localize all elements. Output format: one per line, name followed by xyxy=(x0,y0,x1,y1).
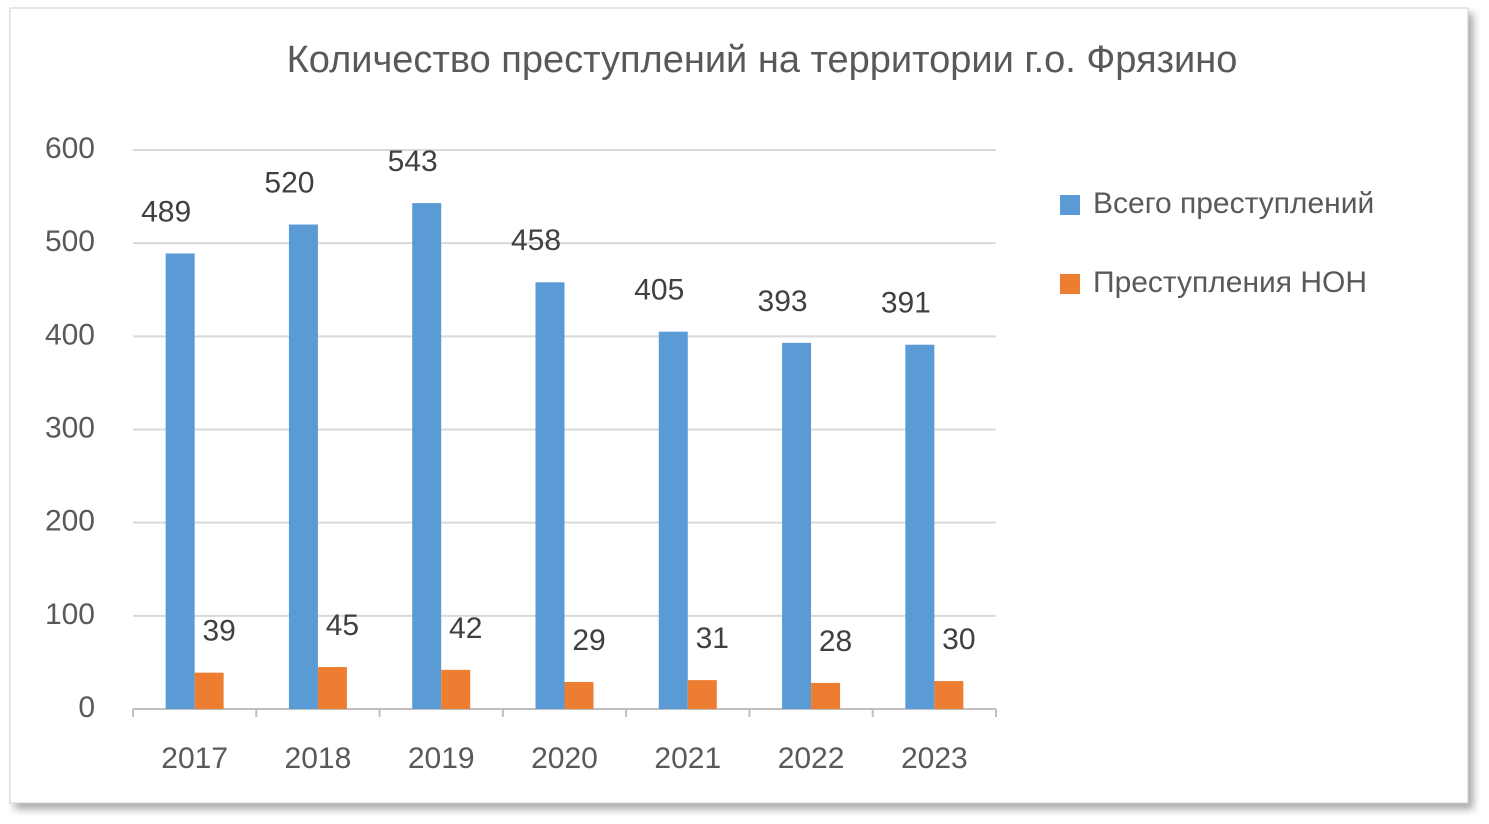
value-label: 391 xyxy=(881,287,931,320)
legend-swatch xyxy=(1060,195,1080,215)
legend-swatch xyxy=(1060,274,1080,294)
value-label: 405 xyxy=(634,274,684,307)
bar xyxy=(288,224,318,710)
bar xyxy=(934,681,964,709)
bar xyxy=(165,253,195,710)
x-tick-label: 2023 xyxy=(901,742,968,775)
bar xyxy=(194,672,224,709)
bar xyxy=(412,203,442,710)
value-label: 458 xyxy=(511,224,561,257)
value-label: 489 xyxy=(141,195,191,228)
value-label: 520 xyxy=(264,166,314,199)
bar xyxy=(905,344,935,709)
value-label: 28 xyxy=(819,625,852,658)
bar xyxy=(782,342,812,709)
x-tick-label: 2018 xyxy=(285,742,352,775)
y-tick-label: 600 xyxy=(45,132,95,165)
value-label: 543 xyxy=(388,145,438,178)
bar xyxy=(564,681,594,709)
bar xyxy=(811,682,841,709)
y-tick-label: 500 xyxy=(45,225,95,258)
value-label: 42 xyxy=(449,612,482,645)
bar xyxy=(687,680,717,709)
x-tick-label: 2021 xyxy=(654,742,721,775)
y-tick-label: 400 xyxy=(45,318,95,351)
x-tick-label: 2020 xyxy=(531,742,598,775)
chart-title: Количество преступлений на территории г.… xyxy=(287,39,1238,81)
legend-label: Всего преступлений xyxy=(1093,187,1374,220)
y-tick-label: 300 xyxy=(45,411,95,444)
y-tick-label: 0 xyxy=(78,691,95,724)
value-label: 31 xyxy=(696,622,729,655)
x-tick-label: 2019 xyxy=(408,742,475,775)
x-tick-label: 2017 xyxy=(161,742,228,775)
y-tick-label: 100 xyxy=(45,598,95,631)
value-label: 30 xyxy=(942,623,975,656)
value-label: 29 xyxy=(572,624,605,657)
bar xyxy=(658,331,688,709)
chart-frame xyxy=(9,7,1469,804)
bar xyxy=(317,667,347,709)
legend-label: Преступления НОН xyxy=(1093,266,1367,299)
bar xyxy=(535,282,565,709)
value-label: 393 xyxy=(758,285,808,318)
value-label: 45 xyxy=(326,609,359,642)
bar xyxy=(441,669,471,709)
y-tick-label: 200 xyxy=(45,505,95,538)
x-tick-label: 2022 xyxy=(778,742,845,775)
value-label: 39 xyxy=(202,615,235,648)
